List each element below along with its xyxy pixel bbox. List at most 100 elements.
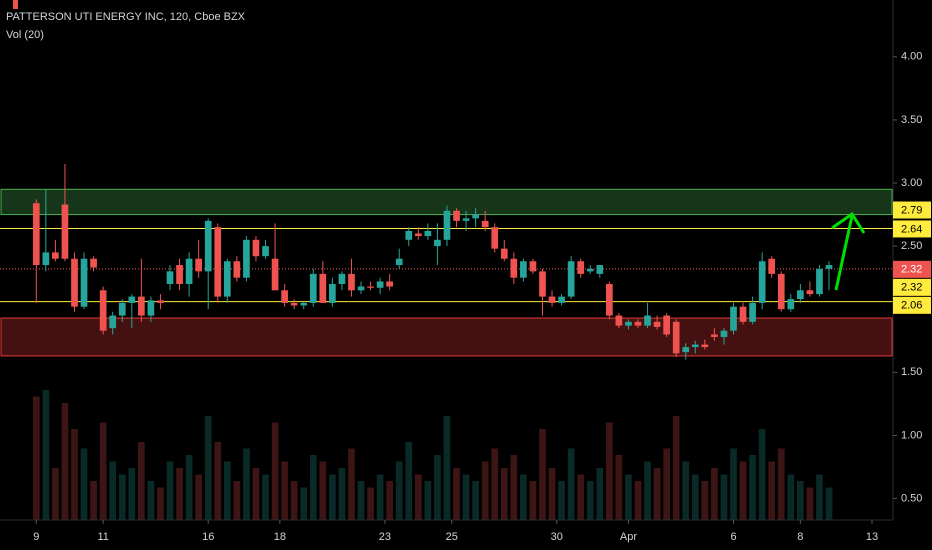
volume-bar bbox=[500, 468, 508, 520]
volume-bar bbox=[233, 481, 241, 520]
volume-bar bbox=[118, 474, 126, 520]
candle-body bbox=[281, 290, 288, 303]
volume-bar bbox=[481, 461, 489, 520]
candle-body bbox=[414, 233, 422, 237]
x-tick-label: 30 bbox=[551, 531, 563, 543]
candle-body bbox=[787, 299, 795, 310]
candle-body bbox=[472, 214, 479, 219]
volume-bar bbox=[71, 429, 78, 520]
candle-body bbox=[825, 265, 833, 269]
volume-bar bbox=[290, 481, 298, 520]
volume-bar bbox=[787, 474, 795, 520]
volume-bar bbox=[281, 461, 288, 520]
volume-bar bbox=[52, 468, 59, 520]
candle-body bbox=[491, 227, 499, 249]
volume-bar bbox=[357, 481, 365, 520]
volume-bar bbox=[510, 455, 518, 520]
candle-body bbox=[128, 296, 136, 303]
candle-body bbox=[739, 306, 747, 322]
candle-body bbox=[691, 344, 699, 348]
y-tick-label: 1.50 bbox=[901, 366, 922, 378]
volume-bar bbox=[653, 468, 661, 520]
marker bbox=[13, 0, 18, 9]
arrow bbox=[831, 211, 866, 291]
candle-body bbox=[672, 321, 680, 354]
volume-bar bbox=[567, 448, 575, 520]
volume-bar bbox=[424, 481, 432, 520]
chart-title: PATTERSON UTI ENERGY INC, 120, Cboe BZX bbox=[6, 11, 246, 23]
arrow-shaft bbox=[834, 215, 854, 291]
volume-bar bbox=[663, 448, 670, 520]
y-tick-label: 3.00 bbox=[901, 177, 922, 189]
volume-bar bbox=[672, 416, 680, 520]
volume-bar bbox=[243, 448, 250, 520]
volume-bar bbox=[472, 481, 479, 520]
candle-body bbox=[481, 220, 489, 228]
candle-body bbox=[319, 273, 327, 303]
candle-body bbox=[61, 204, 69, 259]
price-label-box bbox=[893, 296, 931, 314]
volume-bar bbox=[797, 481, 804, 520]
x-tick-label: 6 bbox=[730, 531, 736, 543]
x-tick-label: 18 bbox=[274, 531, 286, 543]
candle-body bbox=[605, 283, 613, 316]
price-label: 2.64 bbox=[901, 223, 922, 235]
candle-body bbox=[797, 290, 804, 300]
volume-bar bbox=[252, 468, 260, 520]
candle-body bbox=[500, 248, 508, 259]
volume-bar bbox=[376, 474, 384, 520]
volume-bar bbox=[529, 481, 537, 520]
volume-bar bbox=[204, 416, 212, 520]
candle-body bbox=[462, 218, 470, 221]
volume-bar bbox=[634, 481, 642, 520]
candle-body bbox=[32, 203, 40, 266]
candle-body bbox=[243, 239, 250, 278]
candle-body bbox=[185, 258, 193, 284]
y-tick-label: 4.00 bbox=[901, 51, 922, 63]
candle-body bbox=[386, 281, 394, 287]
candle-body bbox=[625, 321, 632, 326]
volume-bar bbox=[701, 481, 709, 520]
candle-body bbox=[577, 261, 585, 274]
volume-bar bbox=[644, 461, 651, 520]
candle-body bbox=[434, 239, 441, 247]
volume-bar bbox=[338, 468, 346, 520]
volume-bar bbox=[558, 481, 565, 520]
candle-body bbox=[252, 239, 260, 257]
candle-body bbox=[376, 281, 384, 288]
candle-body bbox=[777, 273, 785, 310]
candle-body bbox=[300, 302, 308, 306]
volume-bar bbox=[615, 455, 623, 520]
volume-bar bbox=[271, 422, 279, 520]
candle-body bbox=[816, 268, 823, 295]
candle-body bbox=[682, 347, 690, 353]
candle-body bbox=[357, 286, 365, 291]
volume-bar bbox=[749, 455, 756, 520]
x-tick-label: 23 bbox=[379, 531, 391, 543]
volume-bar bbox=[319, 461, 327, 520]
volume-bar bbox=[99, 422, 107, 520]
candle-body bbox=[806, 290, 814, 295]
volume-bar bbox=[138, 442, 145, 520]
volume-bar bbox=[405, 442, 413, 520]
volume-bar bbox=[262, 474, 269, 520]
candle-body bbox=[99, 290, 107, 331]
candle-body bbox=[701, 344, 709, 348]
volume-bar bbox=[625, 474, 632, 520]
candle-body bbox=[405, 230, 413, 240]
candle-body bbox=[749, 302, 756, 322]
candle-body bbox=[329, 283, 336, 303]
candle-body bbox=[596, 265, 604, 274]
candle-body bbox=[443, 210, 451, 240]
volume-bar bbox=[462, 474, 470, 520]
zone bbox=[0, 317, 893, 357]
x-tick-label: 11 bbox=[97, 531, 108, 543]
candle-body bbox=[166, 271, 174, 284]
volume-bar bbox=[825, 487, 833, 520]
candle-body bbox=[711, 334, 718, 337]
candle-body bbox=[424, 230, 432, 237]
volume-bar bbox=[596, 468, 604, 520]
candle-body bbox=[52, 252, 59, 259]
candle-body bbox=[262, 246, 269, 257]
price-label-box bbox=[893, 220, 931, 238]
